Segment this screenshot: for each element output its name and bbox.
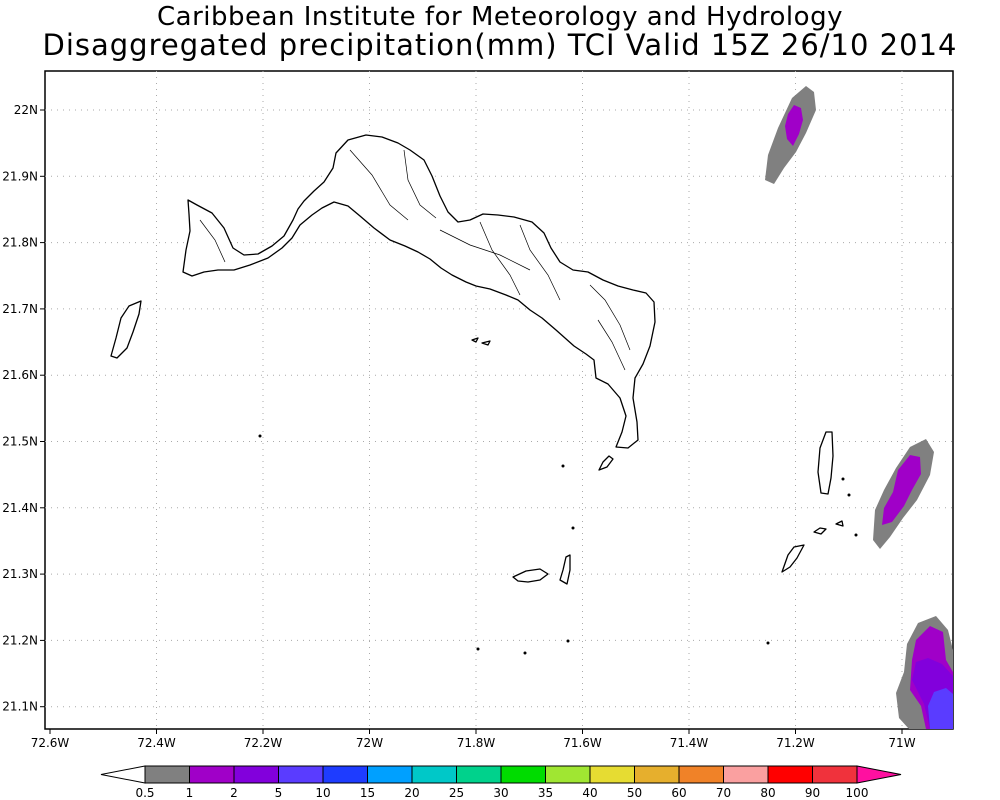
- cay-south-1: [512, 568, 549, 583]
- colorbar-label: 40: [582, 786, 597, 800]
- colorbar-swatch: [322, 765, 368, 784]
- cay-south-2: [559, 554, 571, 585]
- cay-east-2: [835, 520, 844, 527]
- lat-label: 22N: [14, 103, 38, 117]
- colorbar-swatch: [411, 765, 457, 784]
- colorbar-swatch: [634, 765, 680, 784]
- longitude-labels: 72.6W 72.4W 72.2W 72W 71.8W 71.6W 71.4W 71.2W 71…: [31, 729, 916, 750]
- colorbar-label: 80: [760, 786, 775, 800]
- lat-label: 21.5N: [2, 435, 38, 449]
- lon-label: 72.2W: [244, 736, 283, 750]
- colorbar-label: 5: [275, 786, 283, 800]
- lat-label: 21.6N: [2, 368, 38, 382]
- colorbar-label: 100: [846, 786, 869, 800]
- lon-label: 71.4W: [670, 736, 709, 750]
- colorbar-under-arrow: [100, 765, 146, 784]
- map-frame: [44, 70, 954, 730]
- cay-south-3: [598, 455, 614, 471]
- cay-mid-1: [471, 337, 491, 346]
- colorbar-label: 20: [404, 786, 419, 800]
- precip-cell-east: [873, 439, 934, 549]
- colorbar-swatch: [278, 765, 324, 784]
- lat-label: 21.2N: [2, 633, 38, 647]
- colorbar-swatch: [767, 765, 813, 784]
- colorbar-label: 30: [493, 786, 508, 800]
- cay-east-1: [813, 527, 827, 535]
- lon-label: 72W: [356, 736, 383, 750]
- colorbar-label: 50: [627, 786, 642, 800]
- colorbar-swatch: [589, 765, 635, 784]
- colorbar-swatch: [500, 765, 546, 784]
- colorbar-label: 90: [805, 786, 820, 800]
- lon-label: 71W: [888, 736, 915, 750]
- colorbar-swatch: [678, 765, 724, 784]
- lon-label: 72.6W: [31, 736, 70, 750]
- colorbar-over-arrow: [856, 765, 902, 784]
- colorbar-swatch: [144, 765, 190, 784]
- precipitation-colorbar: 0.5 1 2 5 10 15 20 25 30 35 40 50 60 70 80 90 100: [100, 765, 902, 800]
- precip-area-purple: [785, 105, 803, 146]
- precip-area-purple: [882, 455, 921, 525]
- colorbar-label: 0.5: [135, 786, 154, 800]
- lat-label: 21.8N: [2, 236, 38, 250]
- precip-cell-north: [765, 86, 816, 184]
- colorbar-swatch: [367, 765, 413, 784]
- lon-label: 72.4W: [137, 736, 176, 750]
- colorbar-label: 70: [716, 786, 731, 800]
- precip-area-blue: [928, 688, 953, 729]
- lat-label: 21.3N: [2, 567, 38, 581]
- colorbar-swatch: [723, 765, 769, 784]
- grand-turk-island: [817, 431, 834, 495]
- lon-label: 71.2W: [776, 736, 815, 750]
- lon-label: 71.8W: [457, 736, 496, 750]
- colorbar-swatch: [545, 765, 591, 784]
- colorbar-label: 60: [671, 786, 686, 800]
- islets: [258, 434, 858, 655]
- precip-cell-southeast: [896, 616, 953, 729]
- colorbar-swatch: [812, 765, 858, 784]
- colorbar-label: 1: [186, 786, 194, 800]
- lat-label: 21.9N: [2, 169, 38, 183]
- lat-label: 21.1N: [2, 700, 38, 714]
- lat-label: 21.7N: [2, 302, 38, 316]
- colorbar-label: 2: [230, 786, 238, 800]
- colorbar-swatch: [189, 765, 235, 784]
- caicos-islands-north: [182, 134, 656, 449]
- west-caicos-island: [110, 300, 142, 359]
- colorbar-label: 10: [315, 786, 330, 800]
- land-outlines: [110, 134, 844, 585]
- colorbar-label: 25: [449, 786, 464, 800]
- colorbar-swatch: [233, 765, 279, 784]
- colorbar-label: 35: [538, 786, 553, 800]
- latitude-labels: 22N 21.9N 21.8N 21.7N 21.6N 21.5N 21.4N 21.3N 21…: [2, 103, 45, 714]
- lon-label: 71.6W: [563, 736, 602, 750]
- great-sand-cay: [781, 544, 805, 573]
- interior-boundaries: [199, 149, 631, 371]
- colorbar-label: 15: [360, 786, 375, 800]
- colorbar-swatch: [456, 765, 502, 784]
- lat-label: 21.4N: [2, 501, 38, 515]
- map-title: Caribbean Institute for Meteorology and …: [157, 2, 843, 32]
- map-subtitle: Disaggregated precipitation(mm) TCI Vali…: [42, 28, 958, 62]
